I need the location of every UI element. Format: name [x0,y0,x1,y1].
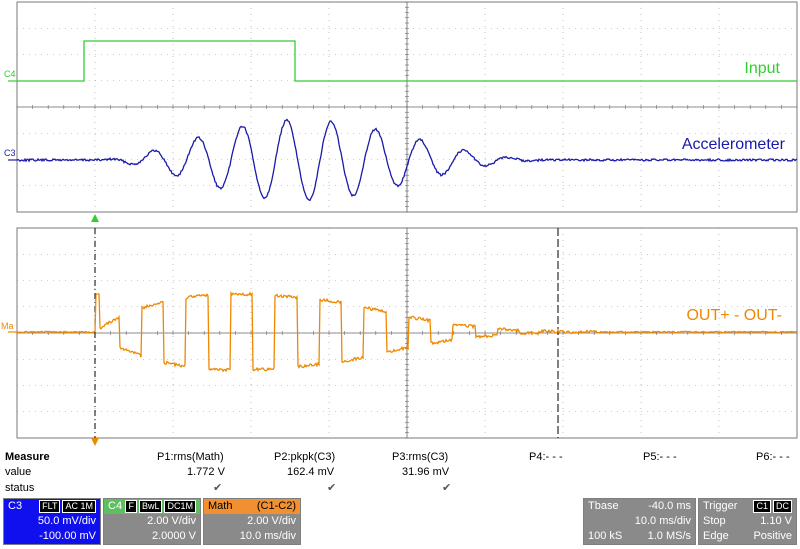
c3-flag-flt: FLT [39,500,61,513]
timebase-label: Tbase [588,500,619,512]
p3-status-check: ✔ [442,482,452,494]
trigger-descriptor[interactable]: Trigger C1 DC Stop 1.10 V Edge Positive [698,498,797,545]
trigger-mode: Stop [703,515,726,527]
trigger-position-marker-bottom[interactable] [91,438,99,446]
p2-value: 162.4 mV [287,466,335,478]
status-row-label: status [5,482,35,494]
p1-value: 1.772 V [187,466,225,478]
c4-descriptor-name: C4 [108,500,123,512]
p2-name[interactable]: P2:pkpk(C3) [274,451,336,463]
c4-descriptor[interactable]: C4 F BwL DC1M 2.00 V/div 2.0000 V [103,498,201,545]
p4-name[interactable]: P4:- - - [529,451,563,463]
value-row-label: value [5,466,32,478]
timebase-delay: -40.0 ms [648,500,691,512]
accelerometer-trace [16,118,798,202]
p1-name[interactable]: P1:rms(Math) [157,451,224,463]
math-trace [16,290,798,373]
trigger-level: 1.10 V [760,515,792,527]
c3-tag: C3 [4,148,16,158]
timebase-rate: 1.0 MS/s [647,530,691,542]
p2-status-check: ✔ [327,482,337,494]
p5-name[interactable]: P5:- - - [643,451,677,463]
math-label: OUT+ - OUT- [686,307,782,324]
c4-flag-f: F [125,500,137,513]
p3-value: 31.96 mV [402,466,450,478]
c3-descriptor[interactable]: C3 FLT AC 1M 50.0 mV/div -100.00 mV [3,498,101,545]
c4-flag-bwl: BwL [138,500,163,513]
math-descriptor[interactable]: Math (C1-C2) 2.00 V/div 10.0 ms/div [203,498,301,545]
p3-name[interactable]: P3:rms(C3) [392,451,449,463]
math-tag: Ma [1,321,14,331]
trigger-slope: Positive [753,530,792,542]
timebase-descriptor[interactable]: Tbase -40.0 ms 10.0 ms/div 100 kS 1.0 MS… [583,498,696,545]
math-vdiv: 2.00 V/div [247,515,296,527]
trigger-markers [8,80,559,446]
input-label: Input [744,60,780,77]
math-expression: (C1-C2) [256,500,296,512]
trigger-position-marker-top[interactable] [91,214,99,222]
p6-name[interactable]: P6:- - - [756,451,790,463]
c4-vdiv: 2.00 V/div [147,515,196,527]
timebase-samples: 100 kS [588,530,623,542]
c3-descriptor-name: C3 [8,500,23,512]
timebase-tdiv: 10.0 ms/div [634,515,691,527]
c4-offset: 2.0000 V [151,530,196,542]
graticule [16,1,798,439]
c3-flag-coupling: AC 1M [62,500,96,513]
trigger-source: C1 [753,500,771,513]
input-trace [17,40,797,82]
measure-title: Measure [5,451,50,463]
accelerometer-label: Accelerometer [682,136,786,153]
trigger-coupling: DC [773,500,792,513]
c4-tag: C4 [4,69,16,79]
math-descriptor-name: Math [208,500,233,512]
c3-offset: -100.00 mV [39,530,96,542]
math-tdiv: 10.0 ms/div [239,530,296,542]
c3-vdiv: 50.0 mV/div [37,515,96,527]
trigger-label: Trigger [703,500,738,512]
trigger-type: Edge [703,530,729,542]
p1-status-check: ✔ [213,482,223,494]
c4-flag-coupling: DC1M [164,500,196,513]
